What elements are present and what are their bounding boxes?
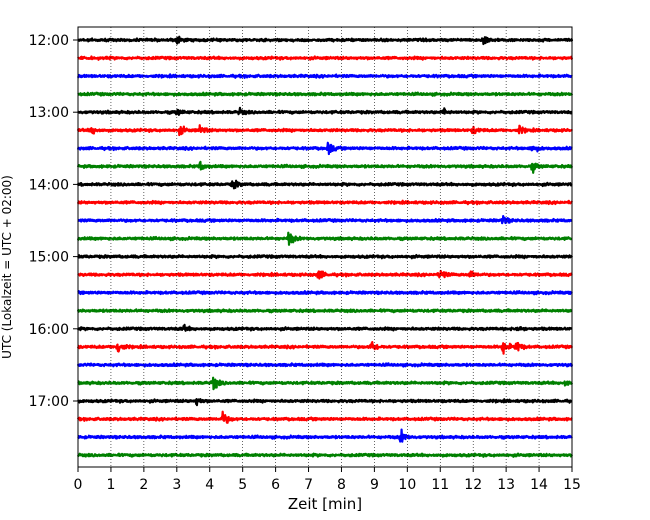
trace-1330 [76,141,573,156]
x-axis-title: Zeit [min] [288,495,362,513]
trace-1315 [76,124,574,137]
x-tick-label: 1 [106,477,115,493]
y-tick-label: 16:00 [29,322,69,338]
trace-1445 [76,231,573,246]
x-tick-label: 3 [172,477,181,493]
x-tick-label: 0 [74,477,83,493]
trace-1545 [76,308,573,314]
x-tick-label: 6 [271,477,280,493]
y-axis-title: UTC (Lokalzeit = UTC + 02:00) [0,175,14,359]
trace-1300 [76,106,573,116]
x-tick-label: 5 [238,477,247,493]
x-tick-label: 4 [205,477,214,493]
trace-1200 [77,35,574,46]
trace-1415 [76,199,573,206]
x-tick-label: 8 [337,477,346,493]
trace-1230 [76,73,573,79]
trace-1530 [77,289,573,296]
trace-1430 [77,215,573,225]
x-axis: 0 1 2 3 4 5 6 7 8 9 10 11 12 13 14 15 [74,467,581,493]
trace-1730 [77,428,573,443]
y-tick-label: 13:00 [29,105,69,121]
y-axis: 12:00 13:00 14:00 15:00 16:00 17:00 [29,33,78,410]
trace-1245 [77,91,574,97]
trace-1515 [77,269,573,280]
x-tick-label: 2 [139,477,148,493]
trace-1745 [76,452,573,458]
trace-1345 [76,160,574,174]
x-tick-label: 11 [431,477,449,493]
x-tick-label: 13 [497,477,515,493]
trace-group [76,35,574,458]
trace-1715 [76,410,573,424]
y-tick-label: 17:00 [29,394,69,410]
trace-1400 [76,179,573,190]
y-tick-label: 12:00 [29,33,69,49]
x-tick-label: 12 [464,477,482,493]
x-tick-label: 14 [530,477,548,493]
trace-1215 [77,55,574,61]
x-tick-label: 7 [304,477,313,493]
x-tick-label: 15 [563,477,581,493]
trace-1500 [77,253,573,260]
trace-1630 [76,362,574,368]
grid-lines [110,27,540,467]
y-tick-label: 14:00 [29,177,69,193]
y-tick-label: 15:00 [29,250,69,266]
x-tick-label: 10 [398,477,416,493]
plot-frame [77,26,573,468]
trace-1700 [77,398,573,407]
trace-1615 [76,341,574,355]
trace-1645 [77,376,574,391]
trace-1600 [76,323,573,332]
x-tick-label: 9 [370,477,379,493]
